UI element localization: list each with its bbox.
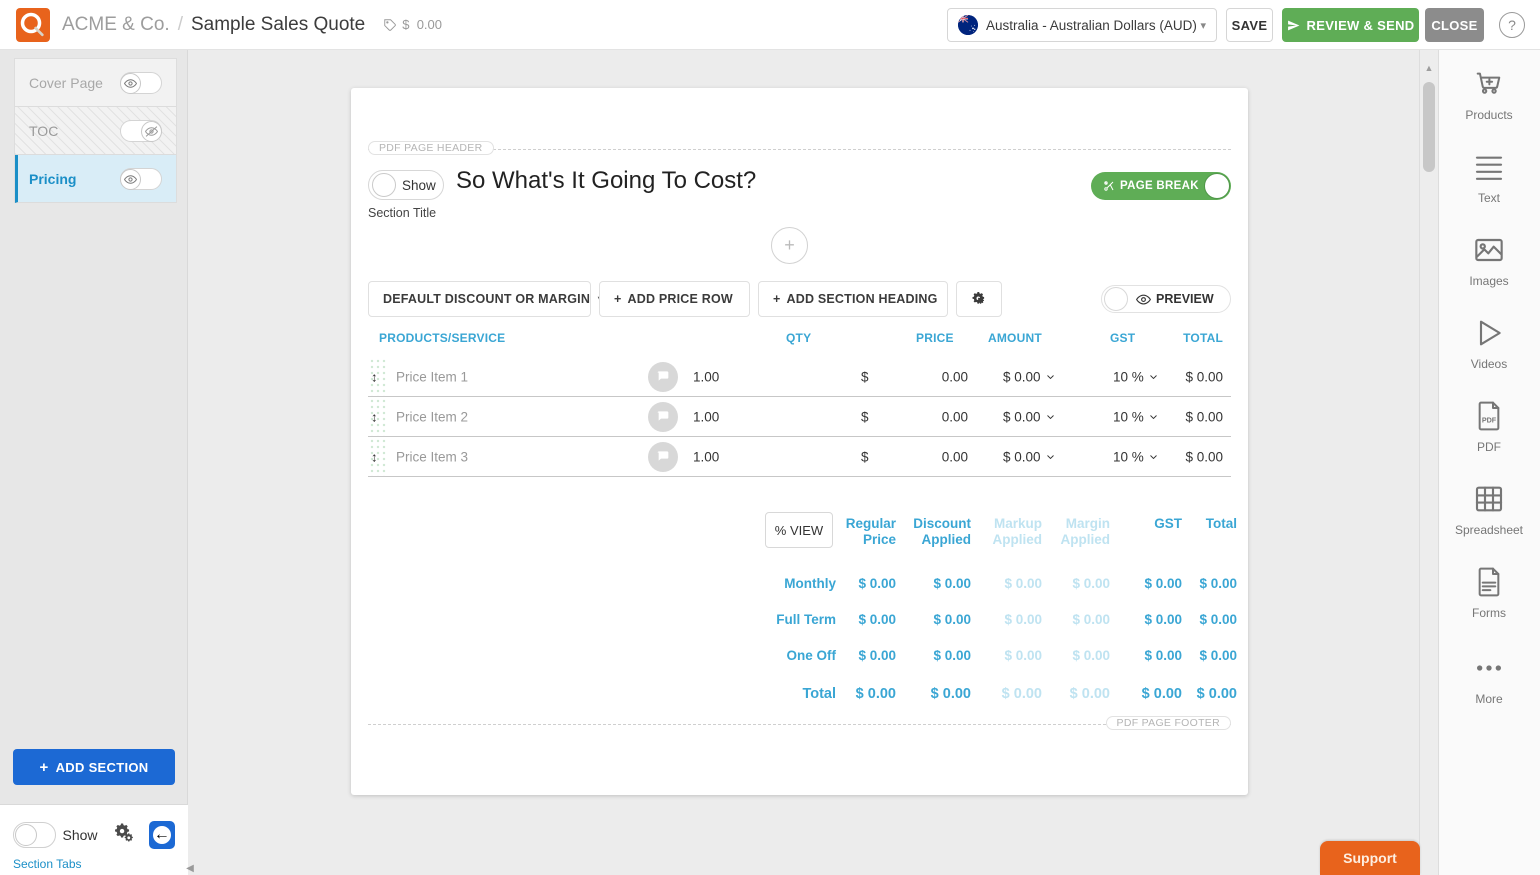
svg-text:PDF: PDF	[1482, 415, 1497, 424]
